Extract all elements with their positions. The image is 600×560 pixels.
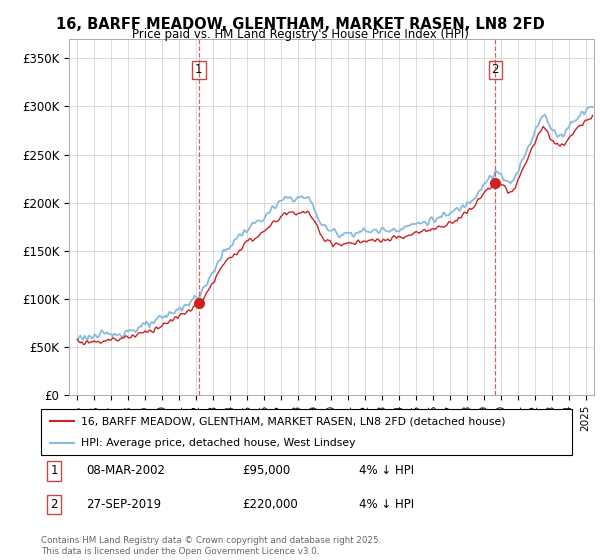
Text: 1: 1 [50, 464, 58, 477]
Text: HPI: Average price, detached house, West Lindsey: HPI: Average price, detached house, West… [80, 438, 355, 448]
Text: 2: 2 [491, 63, 499, 77]
Text: 4% ↓ HPI: 4% ↓ HPI [359, 498, 415, 511]
Text: 2: 2 [50, 498, 58, 511]
Text: 4% ↓ HPI: 4% ↓ HPI [359, 464, 415, 477]
Text: 08-MAR-2002: 08-MAR-2002 [86, 464, 165, 477]
Text: 27-SEP-2019: 27-SEP-2019 [86, 498, 161, 511]
Text: £95,000: £95,000 [242, 464, 291, 477]
Text: £220,000: £220,000 [242, 498, 298, 511]
Text: 1: 1 [195, 63, 203, 77]
Text: 16, BARFF MEADOW, GLENTHAM, MARKET RASEN, LN8 2FD (detached house): 16, BARFF MEADOW, GLENTHAM, MARKET RASEN… [80, 416, 505, 426]
Text: Price paid vs. HM Land Registry's House Price Index (HPI): Price paid vs. HM Land Registry's House … [131, 28, 469, 41]
Text: 16, BARFF MEADOW, GLENTHAM, MARKET RASEN, LN8 2FD: 16, BARFF MEADOW, GLENTHAM, MARKET RASEN… [56, 17, 544, 32]
Text: Contains HM Land Registry data © Crown copyright and database right 2025.
This d: Contains HM Land Registry data © Crown c… [41, 536, 381, 556]
